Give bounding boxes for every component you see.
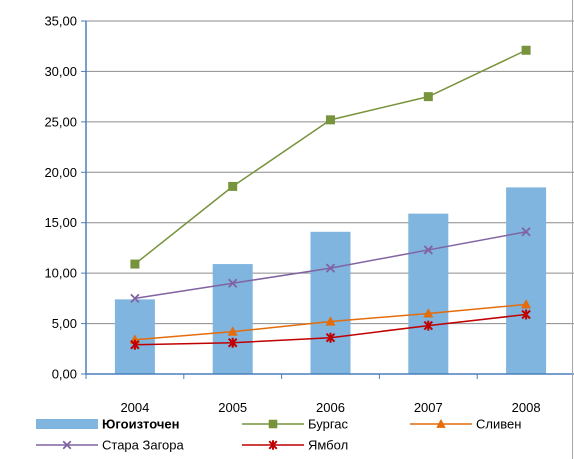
legend-label: Ямбол bbox=[308, 438, 348, 453]
line-marker bbox=[436, 418, 446, 428]
y-tick-label: 5,00 bbox=[52, 316, 77, 331]
line-marker bbox=[130, 293, 140, 303]
line-marker bbox=[423, 308, 434, 318]
line-marker bbox=[130, 259, 140, 269]
line-marker bbox=[325, 316, 336, 326]
line-marker bbox=[228, 181, 238, 191]
legend: Югоизточен Бургас Сливен Стара Загора Ямбол bbox=[36, 417, 521, 453]
line-marker bbox=[326, 115, 335, 125]
bar-series bbox=[114, 187, 547, 374]
line-marker bbox=[268, 419, 278, 429]
bar bbox=[408, 213, 449, 374]
bar bbox=[506, 187, 547, 374]
line-marker bbox=[62, 440, 72, 450]
line-marker bbox=[521, 227, 531, 237]
line-marker bbox=[325, 332, 336, 343]
line-marker bbox=[130, 339, 140, 350]
y-tick-label: 20,00 bbox=[44, 165, 77, 180]
y-tick-label: 30,00 bbox=[44, 64, 77, 79]
line-marker bbox=[268, 440, 278, 450]
line-marker bbox=[423, 320, 434, 331]
x-axis-ticks: 2004 2005 2006 2007 2008 bbox=[85, 374, 541, 415]
bar bbox=[310, 231, 351, 374]
legend-label: Сливен bbox=[476, 417, 521, 432]
legend-swatch bbox=[36, 419, 98, 429]
line-marker bbox=[423, 245, 433, 255]
legend-label: Югоизточен bbox=[102, 417, 180, 432]
line-marker bbox=[227, 337, 238, 348]
line-marker bbox=[521, 299, 532, 309]
y-tick-label: 25,00 bbox=[44, 114, 77, 129]
y-tick-label: 35,00 bbox=[44, 14, 77, 29]
y-axis-ticks: 0,00 5,00 10,00 15,00 20,00 25,00 30,00 35,00 bbox=[44, 14, 86, 382]
x-tick-label: 2008 bbox=[512, 400, 541, 415]
x-tick-label: 2005 bbox=[218, 400, 247, 415]
x-tick-label: 2006 bbox=[316, 400, 345, 415]
line-marker bbox=[521, 45, 531, 55]
x-tick-label: 2007 bbox=[414, 400, 443, 415]
y-tick-label: 10,00 bbox=[44, 266, 77, 281]
y-tick-label: 0,00 bbox=[52, 367, 77, 382]
line-marker bbox=[325, 263, 336, 273]
legend-label: Бургас bbox=[308, 417, 349, 432]
line-marker bbox=[423, 92, 433, 102]
axes bbox=[85, 21, 574, 375]
legend-label: Стара Загора bbox=[102, 438, 184, 453]
line-marker bbox=[227, 326, 238, 336]
y-tick-label: 15,00 bbox=[44, 215, 77, 230]
line-series bbox=[129, 45, 532, 350]
line-marker bbox=[521, 309, 531, 320]
line-marker bbox=[228, 278, 238, 288]
x-tick-label: 2004 bbox=[120, 400, 149, 415]
